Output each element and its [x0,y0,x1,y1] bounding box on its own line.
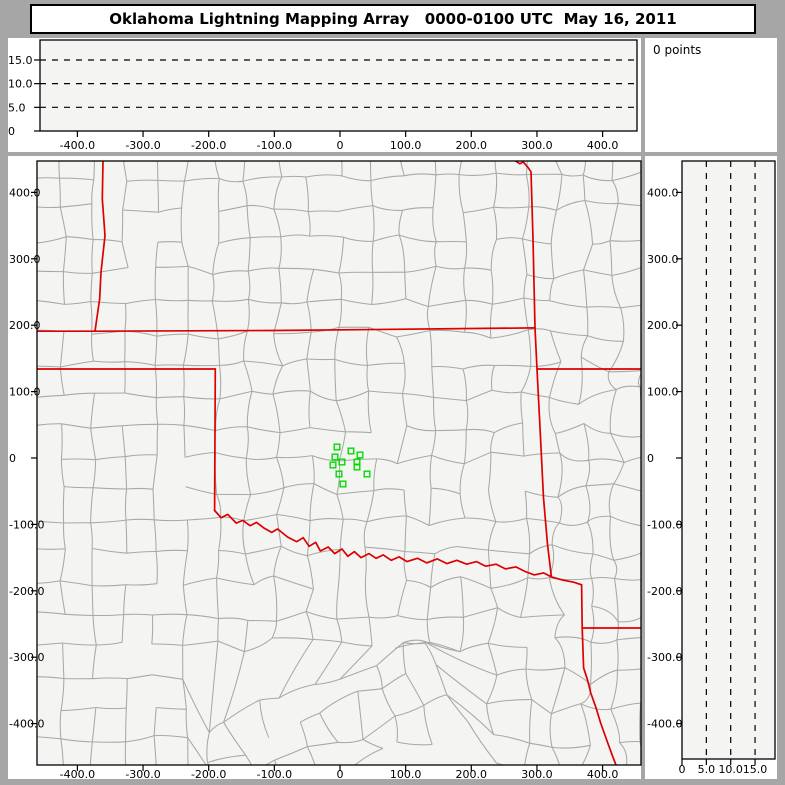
tick-label: 0 [679,763,686,776]
state-borders [37,161,641,765]
tick-label: 200.0 [9,319,41,332]
altitude-ns-plot-area[interactable] [682,161,775,759]
tick-label: 15.0 [8,54,33,67]
tick-label: 0 [337,139,344,152]
station-marker [339,480,347,488]
tick-label: 0 [8,125,15,138]
tick-label: 100.0 [390,139,422,152]
station-marker [329,461,337,469]
tick-label: -100.0 [9,518,44,531]
tick-label: -200.0 [191,768,226,781]
tick-label: 400.0 [647,186,679,199]
map-layers [37,161,641,765]
state-border-red-river-ok-tx [213,509,583,586]
tick-label: -200.0 [9,585,44,598]
page-title: Oklahoma Lightning Mapping Array 0000-01… [109,10,677,28]
tick-label: -400.0 [9,718,44,731]
lma-stations [329,443,371,488]
state-border-texas-west-100w [213,368,217,512]
tick-label: 10.0 [8,78,33,91]
map-plot-frame [36,160,642,766]
tick-label: -300.0 [125,139,160,152]
station-marker [347,447,355,455]
tick-label: -100.0 [647,518,682,531]
state-border-texas-louisiana [581,627,617,765]
state-border-kansas-south-37n [37,327,536,333]
tick-label: -300.0 [9,651,44,664]
station-marker [363,470,371,478]
tick-label: -100.0 [257,768,292,781]
tick-label: -400.0 [60,139,95,152]
station-marker [338,458,346,466]
tick-label: 0 [9,452,16,465]
tick-label: 100.0 [9,386,41,399]
title-bar: Oklahoma Lightning Mapping Array 0000-01… [30,4,756,34]
tick-label: 400.0 [587,768,619,781]
tick-label: -400.0 [60,768,95,781]
tick-label: 0 [647,452,654,465]
points-count-label: 0 points [653,43,702,57]
altitude-ew-plot-frame [39,39,638,132]
county-borders [37,161,641,765]
station-marker [335,470,343,478]
tick-label: 300.0 [647,253,679,266]
tick-label: 100.0 [647,386,679,399]
state-border-kansas-missouri-arkansas-west [515,161,553,578]
altitude-ns-plot-frame [681,160,776,760]
station-marker [333,443,341,451]
tick-label: 300.0 [521,139,553,152]
tick-label: 300.0 [521,768,553,781]
station-marker [356,451,364,459]
points-count-box: 0 points [645,38,777,152]
altitude-ew-plot-area[interactable] [40,40,637,131]
tick-label: -200.0 [191,139,226,152]
tick-label: -100.0 [257,139,292,152]
tick-label: -200.0 [647,585,682,598]
tick-label: 200.0 [456,139,488,152]
tick-label: 15.0 [743,763,768,776]
tick-label: -400.0 [647,718,682,731]
tick-label: 5.0 [698,763,716,776]
tick-label: 10.0 [718,763,743,776]
tick-label: 5.0 [8,101,26,114]
station-marker [353,463,361,471]
tick-label: -300.0 [647,651,682,664]
tick-label: 200.0 [456,768,488,781]
tick-label: 200.0 [647,319,679,332]
state-border-texas-arkansas [580,583,584,629]
tick-label: -300.0 [125,768,160,781]
station-marker [331,453,339,461]
state-border-colorado-kansas-102w [94,161,106,332]
tick-label: 300.0 [9,253,41,266]
tick-label: 400.0 [9,186,41,199]
tick-label: 400.0 [587,139,619,152]
tick-label: 0 [337,768,344,781]
tick-label: 100.0 [390,768,422,781]
